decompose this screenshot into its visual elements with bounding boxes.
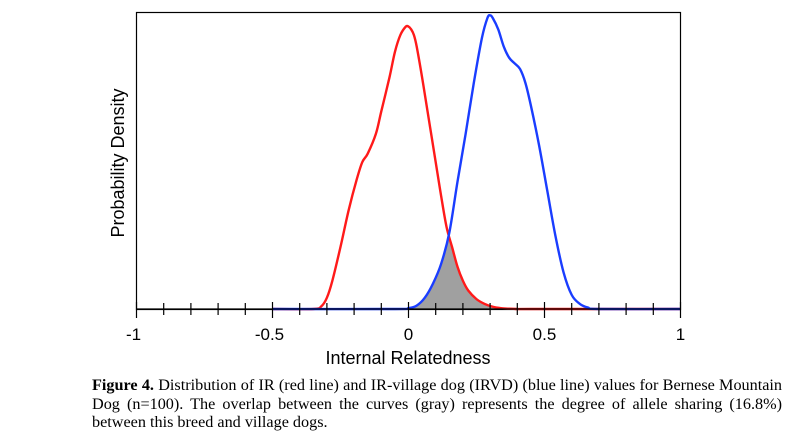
plot-frame [135, 11, 682, 311]
overlap-area [354, 235, 572, 309]
y-axis-label: Probability Density [108, 88, 128, 237]
figure-caption-label: Figure 4. [92, 376, 154, 394]
x-tick-label: -0.5 [255, 325, 284, 344]
x-axis-label: Internal Relatedness [325, 348, 490, 368]
figure-caption-text: Distribution of IR (red line) and IR-vil… [92, 376, 783, 431]
figure-caption: Figure 4. Distribution of IR (red line) … [92, 376, 782, 432]
irvd-density-line [272, 14, 681, 311]
x-tick-label: 1 [676, 325, 685, 344]
x-tick-label: -1 [126, 325, 141, 344]
density-chart: -1 -0.5 0 0.5 1 Internal Relatedness Probabi… [108, 11, 685, 368]
x-tick-label: 0.5 [533, 325, 557, 344]
x-tick-label: 0 [404, 325, 413, 344]
ir-density-line [272, 24, 681, 311]
